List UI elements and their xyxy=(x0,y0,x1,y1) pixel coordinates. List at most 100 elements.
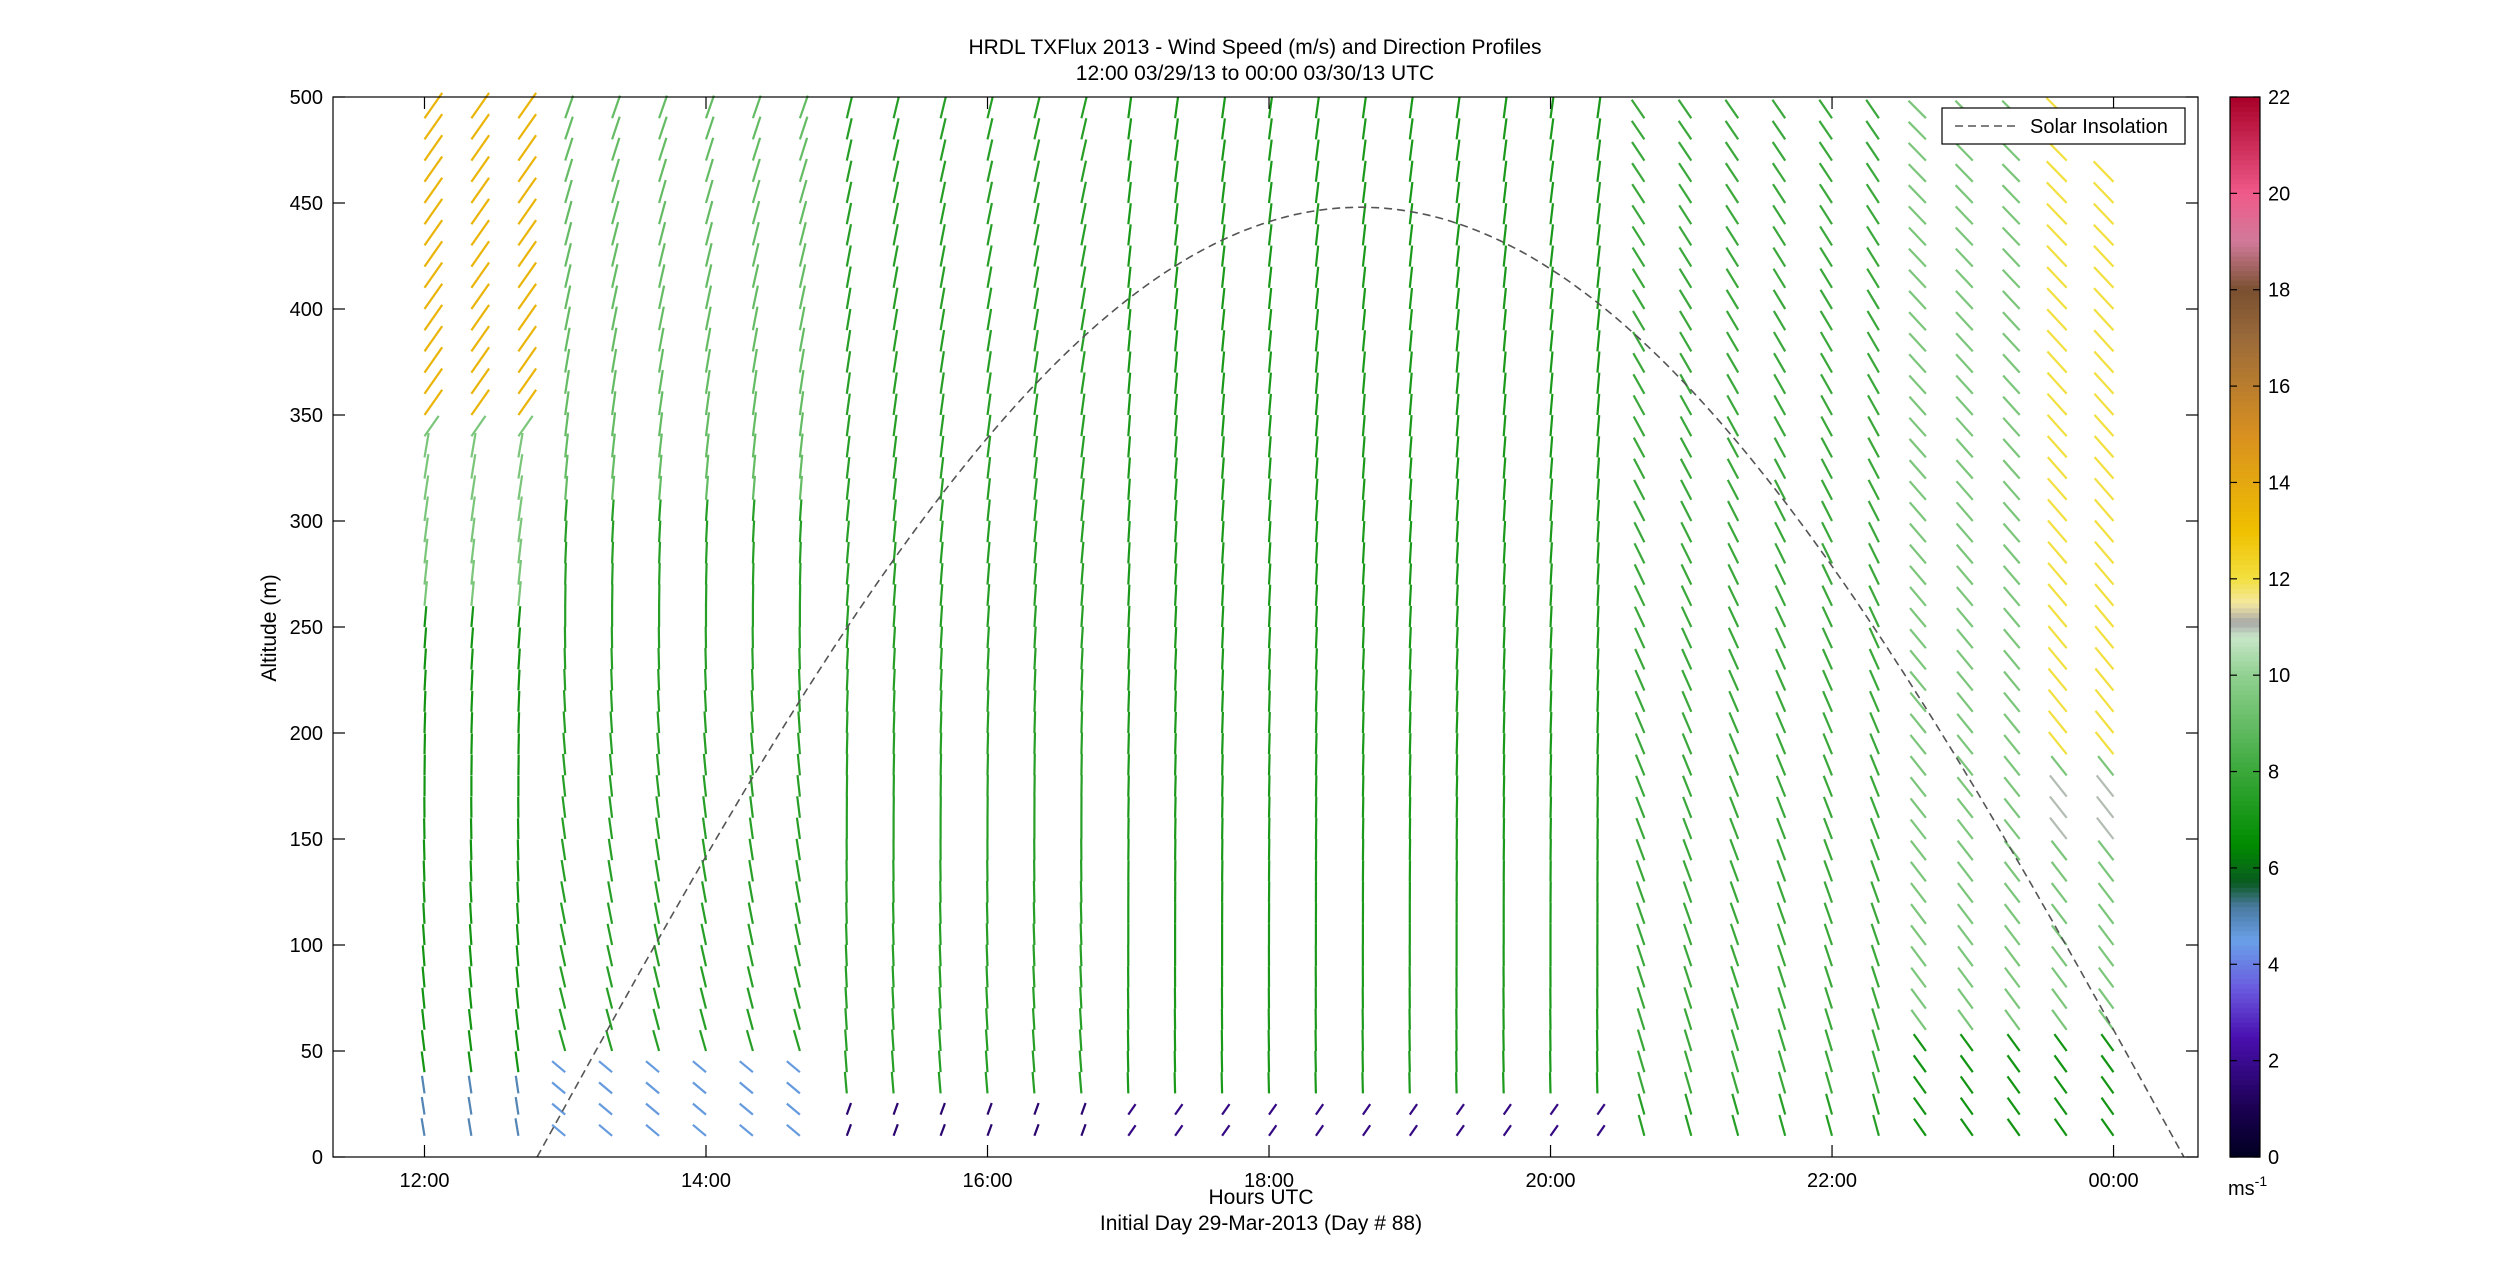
colorbar-segment xyxy=(2230,598,2260,603)
wind-vector xyxy=(1033,966,1034,988)
wind-vector xyxy=(1457,585,1458,606)
wind-vector xyxy=(940,966,941,988)
wind-vector xyxy=(1316,500,1318,521)
wind-vector xyxy=(1457,775,1458,796)
wind-vector xyxy=(471,670,472,691)
wind-vector xyxy=(939,1029,941,1051)
y-axis-label: Altitude (m) xyxy=(258,574,281,681)
colorbar-tick-label: 0 xyxy=(2268,1147,2279,1169)
wind-vector xyxy=(892,1008,893,1030)
colorbar-segment xyxy=(2230,1104,2260,1109)
wind-vector xyxy=(1410,564,1411,585)
colorbar-segment xyxy=(2230,608,2260,613)
wind-vector xyxy=(847,690,848,712)
wind-vector xyxy=(1034,902,1035,924)
chart-title-line2: 12:00 03/29/13 to 00:00 03/30/13 UTC xyxy=(1076,62,1434,85)
wind-vector xyxy=(1081,605,1083,627)
colorbar-segment xyxy=(2230,237,2260,242)
wind-vector xyxy=(706,563,707,585)
wind-vector xyxy=(705,711,707,733)
colorbar-segment xyxy=(2230,1109,2260,1114)
colorbar-segment xyxy=(2230,290,2260,295)
wind-vector xyxy=(1410,521,1411,542)
wind-vector xyxy=(1128,521,1129,542)
wind-vector xyxy=(1551,521,1552,542)
wind-vector xyxy=(1551,585,1552,606)
colorbar-segment xyxy=(2230,280,2260,285)
colorbar-segment xyxy=(2230,661,2260,666)
wind-vector xyxy=(1363,691,1364,712)
wind-vector xyxy=(986,1029,988,1051)
colorbar-segment xyxy=(2230,762,2260,767)
wind-vector xyxy=(1034,881,1035,903)
colorbar-segment xyxy=(2230,126,2260,131)
wind-vector xyxy=(939,1008,940,1030)
colorbar-tick-label: 12 xyxy=(2268,569,2290,591)
colorbar-segment xyxy=(2230,184,2260,189)
colorbar-segment xyxy=(2230,955,2260,960)
wind-vector xyxy=(846,987,847,1009)
wind-vector xyxy=(800,563,801,585)
colorbar-segment xyxy=(2230,198,2260,203)
wind-vector xyxy=(705,669,706,691)
wind-vector xyxy=(471,861,472,882)
wind-vector xyxy=(1597,521,1598,542)
wind-vector xyxy=(1316,670,1317,691)
colorbar-segment xyxy=(2230,719,2260,724)
wind-vector xyxy=(471,649,472,670)
colorbar-segment xyxy=(2230,743,2260,748)
colorbar-segment xyxy=(2230,1138,2260,1143)
colorbar-segment xyxy=(2230,1061,2260,1066)
wind-vector xyxy=(1128,691,1129,712)
colorbar-segment xyxy=(2230,507,2260,512)
wind-vector xyxy=(987,945,988,967)
wind-vector xyxy=(1175,648,1176,669)
colorbar-segment xyxy=(2230,1012,2260,1017)
wind-vector xyxy=(1551,670,1552,691)
wind-vector xyxy=(1316,733,1317,754)
wind-vector xyxy=(1081,881,1082,903)
wind-vector xyxy=(470,882,471,903)
colorbar-tick-label: 2 xyxy=(2268,1051,2279,1073)
wind-vector xyxy=(894,669,895,691)
colorbar-segment xyxy=(2230,555,2260,560)
colorbar-segment xyxy=(2230,1090,2260,1095)
colorbar-segment xyxy=(2230,690,2260,695)
wind-vector xyxy=(1410,754,1411,775)
colorbar-segment xyxy=(2230,1070,2260,1075)
wind-vector xyxy=(939,987,940,1009)
wind-vector xyxy=(1597,754,1598,775)
colorbar-segment xyxy=(2230,319,2260,324)
colorbar-tick-label: 6 xyxy=(2268,858,2279,880)
wind-vector xyxy=(1551,712,1552,733)
wind-vector xyxy=(986,1008,987,1030)
colorbar-tick-label: 18 xyxy=(2268,280,2290,302)
wind-vector xyxy=(1363,606,1364,627)
wind-vector xyxy=(1457,754,1458,775)
colorbar-segment xyxy=(2230,786,2260,791)
wind-vector xyxy=(752,669,753,691)
wind-vector xyxy=(893,902,894,924)
colorbar-segment xyxy=(2230,1085,2260,1090)
wind-vector xyxy=(1363,733,1364,754)
colorbar-segment xyxy=(2230,723,2260,728)
wind-vector xyxy=(1457,500,1459,521)
colorbar-segment xyxy=(2230,1065,2260,1070)
colorbar-segment xyxy=(2230,444,2260,449)
colorbar-segment xyxy=(2230,323,2260,328)
y-tick-label: 300 xyxy=(290,511,323,533)
colorbar-segment xyxy=(2230,386,2260,391)
wind-vector xyxy=(1222,627,1223,648)
colorbar-segment xyxy=(2230,791,2260,796)
wind-vector xyxy=(1080,1008,1081,1030)
wind-vector xyxy=(1597,648,1598,669)
colorbar-segment xyxy=(2230,1032,2260,1037)
colorbar-segment xyxy=(2230,588,2260,593)
wind-vector xyxy=(847,711,848,733)
wind-vector xyxy=(1175,521,1176,542)
wind-vector xyxy=(799,648,800,670)
wind-vector xyxy=(1504,754,1505,775)
wind-vector xyxy=(894,733,895,755)
wind-vector xyxy=(1316,564,1317,585)
